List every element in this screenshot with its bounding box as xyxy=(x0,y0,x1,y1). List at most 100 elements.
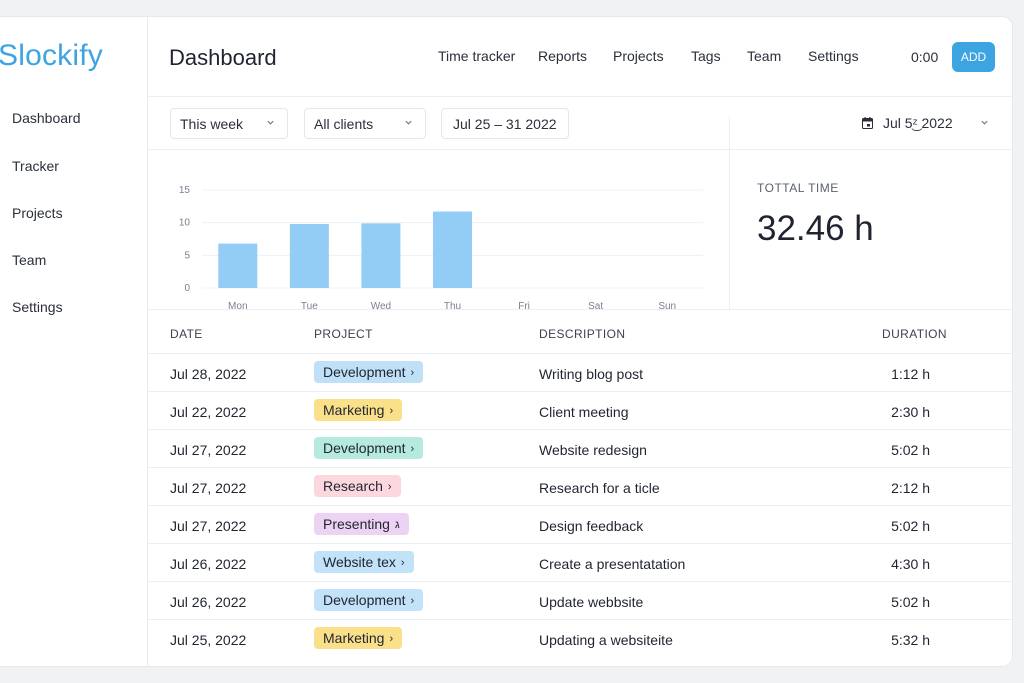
entry-duration: 2:30 h xyxy=(891,404,930,420)
chevron-right-icon: › xyxy=(400,557,405,569)
divider xyxy=(148,309,1012,310)
project-tag-label: Marketing xyxy=(323,630,385,646)
chevron-right-icon: › xyxy=(387,481,392,493)
chevron-right-icon: ג xyxy=(394,519,400,531)
nav-reports[interactable]: Reports xyxy=(538,48,588,64)
sidebar-item-team[interactable]: Team xyxy=(12,252,47,268)
x-tick-label: Sun xyxy=(658,301,676,312)
entry-date: Jul 26, 2022 xyxy=(170,556,247,572)
project-tag[interactable]: Website tex › xyxy=(314,551,414,573)
project-tag[interactable]: Research › xyxy=(314,475,401,497)
clients-select[interactable]: All clients xyxy=(304,108,426,139)
entry-date: Jul 27, 2022 xyxy=(170,442,247,458)
table-row[interactable]: Jul 26, 2022 Website tex › Create a present… xyxy=(148,543,1012,581)
nav-settings[interactable]: Settings xyxy=(808,48,859,64)
weekly-bar-chart: 0 5 10 15 Mon Tue Wed Thu Fri Sat Sun xyxy=(179,185,703,312)
column-header-description: DESCRIPTION xyxy=(539,327,626,341)
date-range-field[interactable]: Jul 25 – 31 2022 xyxy=(441,108,569,139)
column-header-date: DATE xyxy=(170,327,203,341)
sidebar-item-settings[interactable]: Settings xyxy=(12,299,63,315)
project-tag-label: Website tex xyxy=(323,554,396,570)
chevron-right-icon: › xyxy=(410,443,415,455)
nav-time-tracker[interactable]: Time tracker xyxy=(438,48,516,64)
chevron-down-icon xyxy=(267,120,274,125)
project-tag-label: Development xyxy=(323,364,406,380)
chevron-right-icon: › xyxy=(410,595,415,607)
entry-description: Client meeting xyxy=(539,404,629,420)
entry-date: Jul 27, 2022 xyxy=(170,480,247,496)
entry-duration: 5:32 h xyxy=(891,632,930,648)
period-select[interactable]: This week xyxy=(170,108,288,139)
sidebar-item-projects[interactable]: Projects xyxy=(12,205,63,221)
header: Dashboard Time tracker Reports Projects … xyxy=(148,17,1012,97)
divider xyxy=(729,117,730,309)
column-header-project: PROJECT xyxy=(314,327,373,341)
nav-projects[interactable]: Projects xyxy=(613,48,664,64)
project-tag-label: Development xyxy=(323,592,406,608)
x-tick-label: Wed xyxy=(371,301,391,312)
entry-date: Jul 26, 2022 xyxy=(170,594,247,610)
project-tag-label: Development xyxy=(323,440,406,456)
y-tick-label: 15 xyxy=(179,185,191,196)
total-time-value: 32.46 h xyxy=(757,209,874,248)
chart-bar xyxy=(289,223,329,288)
table-row[interactable]: Jul 27, 2022 Research › Research for a ticl… xyxy=(148,467,1012,505)
nav-team[interactable]: Team xyxy=(747,48,782,64)
project-tag[interactable]: Marketing › xyxy=(314,627,403,649)
clients-select-value: All clients xyxy=(314,116,374,132)
x-tick-label: Thu xyxy=(444,301,461,312)
project-tag[interactable]: Development › xyxy=(314,589,424,611)
total-time-label: TOTTAL TIME xyxy=(757,181,839,195)
entry-duration: 1:12 h xyxy=(891,366,930,382)
entry-duration: 5:02 h xyxy=(891,594,930,610)
table-row[interactable]: Jul 28, 2022 Development › Writing blog pos… xyxy=(148,353,1012,391)
y-tick-label: 10 xyxy=(179,218,191,229)
entry-duration: 2:12 h xyxy=(891,480,930,496)
app-logo: Slockify xyxy=(0,39,103,72)
timer-display: 0:00 xyxy=(911,49,939,65)
table-row[interactable]: Jul 25, 2022 Marketing › Updating a website… xyxy=(148,619,1012,657)
table-row[interactable]: Jul 27, 2022 Presenting ג Design feedback 5:… xyxy=(148,505,1012,543)
chevron-right-icon: › xyxy=(389,633,394,645)
project-tag[interactable]: Development › xyxy=(314,437,424,459)
date-picker-value: Jul 5͜ᶻ 2022 xyxy=(883,115,953,131)
chart-bar xyxy=(433,211,472,288)
project-tag[interactable]: Development › xyxy=(314,361,424,383)
divider xyxy=(148,149,1012,150)
entry-description: Create a presentatation xyxy=(539,556,686,572)
page-title: Dashboard xyxy=(169,45,277,70)
table-row[interactable]: Jul 27, 2022 Development › Website redesign… xyxy=(148,429,1012,467)
chevron-down-icon xyxy=(405,120,412,125)
add-button[interactable]: ADD xyxy=(952,42,995,72)
chart-bar xyxy=(218,243,258,288)
entry-description: Design feedback xyxy=(539,518,644,534)
entry-description: Writing blog post xyxy=(539,366,644,382)
entry-duration: 5:02 h xyxy=(891,442,930,458)
entry-description: Website redesign xyxy=(539,442,647,458)
calendar-icon xyxy=(862,117,873,129)
project-tag[interactable]: Presenting ג xyxy=(314,513,409,535)
entry-date: Jul 25, 2022 xyxy=(170,632,247,648)
table-row[interactable]: Jul 26, 2022 Development › Update webbsite 5… xyxy=(148,581,1012,619)
entry-date: Jul 27, 2022 xyxy=(170,518,247,534)
sidebar-item-tracker[interactable]: Tracker xyxy=(12,158,59,174)
sidebar: Slockify Dashboard Tracker Projects Team… xyxy=(0,17,148,666)
table-row[interactable]: Jul 22, 2022 Marketing › Client meeting 2:30… xyxy=(148,391,1012,429)
entry-description: Research for a ticle xyxy=(539,480,660,496)
entry-date: Jul 22, 2022 xyxy=(170,404,247,420)
entry-description: Updating a websiteite xyxy=(539,632,673,648)
project-tag[interactable]: Marketing › xyxy=(314,399,403,421)
entry-duration: 5:02 h xyxy=(891,518,930,534)
x-tick-label: Fri xyxy=(518,301,530,312)
nav-tags[interactable]: Tags xyxy=(691,48,721,64)
project-tag-label: Presenting xyxy=(323,516,390,532)
y-tick-label: 5 xyxy=(184,250,190,261)
sidebar-item-dashboard[interactable]: Dashboard xyxy=(12,110,81,126)
column-header-duration: DURATION xyxy=(882,327,947,341)
entry-description: Update webbsite xyxy=(539,594,644,610)
entry-duration: 4:30 h xyxy=(891,556,930,572)
chevron-right-icon: › xyxy=(389,405,394,417)
period-select-value: This week xyxy=(180,116,244,132)
chevron-down-icon xyxy=(981,120,988,125)
x-tick-label: Sat xyxy=(588,301,603,312)
